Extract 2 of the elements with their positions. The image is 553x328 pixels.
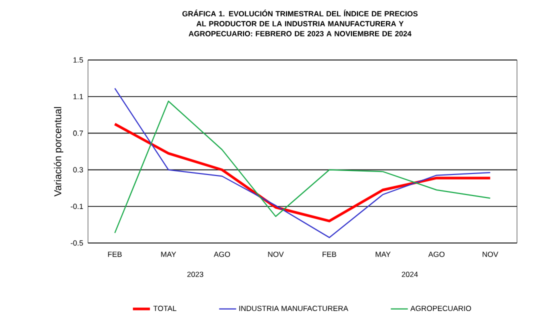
line-series xyxy=(114,122,492,222)
y-axis-title: Variación porcentual xyxy=(54,107,64,196)
